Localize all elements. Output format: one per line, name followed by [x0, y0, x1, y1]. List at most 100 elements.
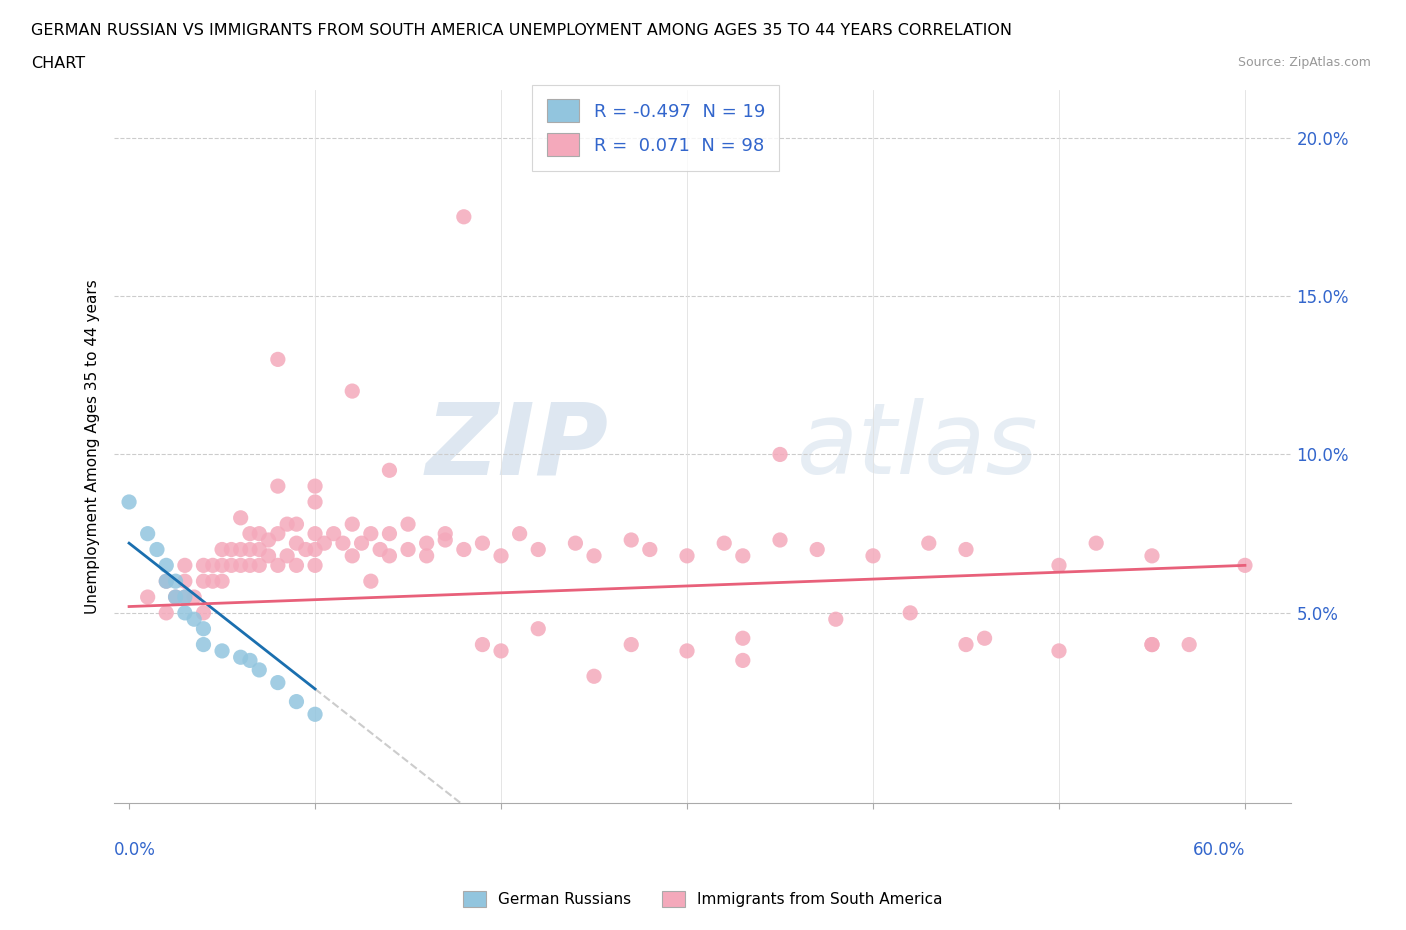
Point	[211, 558, 233, 573]
Point	[731, 549, 754, 564]
Point	[304, 707, 326, 722]
Point	[862, 549, 884, 564]
Point	[731, 653, 754, 668]
Point	[564, 536, 586, 551]
Point	[183, 590, 205, 604]
Point	[415, 549, 437, 564]
Point	[267, 352, 290, 366]
Point	[285, 536, 308, 551]
Point	[201, 558, 224, 573]
Text: ZIP: ZIP	[426, 398, 609, 495]
Point	[304, 558, 326, 573]
Point	[247, 662, 270, 677]
Point	[247, 558, 270, 573]
Point	[527, 621, 550, 636]
Point	[434, 533, 457, 548]
Point	[155, 605, 177, 620]
Point	[285, 558, 308, 573]
Point	[211, 644, 233, 658]
Point	[824, 612, 846, 627]
Point	[396, 542, 419, 557]
Point	[229, 558, 252, 573]
Point	[453, 542, 475, 557]
Point	[1085, 536, 1108, 551]
Point	[342, 549, 364, 564]
Point	[713, 536, 735, 551]
Point	[304, 542, 326, 557]
Point	[221, 558, 243, 573]
Point	[342, 517, 364, 532]
Point	[955, 637, 977, 652]
Point	[332, 536, 354, 551]
Point	[471, 536, 494, 551]
Point	[350, 536, 373, 551]
Point	[247, 542, 270, 557]
Point	[322, 526, 344, 541]
Point	[509, 526, 531, 541]
Text: 60.0%: 60.0%	[1192, 841, 1244, 859]
Point	[378, 526, 401, 541]
Point	[173, 590, 195, 604]
Point	[769, 447, 792, 462]
Point	[136, 526, 159, 541]
Point	[582, 549, 605, 564]
Point	[368, 542, 391, 557]
Point	[638, 542, 661, 557]
Point	[453, 209, 475, 224]
Point	[201, 574, 224, 589]
Point	[267, 675, 290, 690]
Point	[898, 605, 921, 620]
Point	[211, 574, 233, 589]
Point	[239, 653, 262, 668]
Text: 0.0%: 0.0%	[114, 841, 156, 859]
Point	[582, 669, 605, 684]
Point	[173, 590, 195, 604]
Text: atlas: atlas	[797, 398, 1039, 495]
Point	[294, 542, 316, 557]
Legend: R = -0.497  N = 19, R =  0.071  N = 98: R = -0.497 N = 19, R = 0.071 N = 98	[531, 85, 779, 171]
Point	[239, 558, 262, 573]
Point	[471, 637, 494, 652]
Point	[415, 536, 437, 551]
Point	[165, 590, 187, 604]
Y-axis label: Unemployment Among Ages 35 to 44 years: Unemployment Among Ages 35 to 44 years	[86, 279, 100, 614]
Point	[304, 479, 326, 494]
Point	[193, 558, 215, 573]
Point	[342, 384, 364, 399]
Point	[229, 511, 252, 525]
Point	[360, 526, 382, 541]
Point	[489, 549, 512, 564]
Text: GERMAN RUSSIAN VS IMMIGRANTS FROM SOUTH AMERICA UNEMPLOYMENT AMONG AGES 35 TO 44: GERMAN RUSSIAN VS IMMIGRANTS FROM SOUTH …	[31, 23, 1012, 38]
Point	[527, 542, 550, 557]
Point	[183, 612, 205, 627]
Point	[239, 542, 262, 557]
Point	[257, 549, 280, 564]
Point	[229, 542, 252, 557]
Point	[806, 542, 828, 557]
Point	[155, 574, 177, 589]
Point	[285, 694, 308, 709]
Point	[257, 533, 280, 548]
Point	[378, 463, 401, 478]
Point	[221, 542, 243, 557]
Point	[267, 479, 290, 494]
Point	[1178, 637, 1201, 652]
Point	[285, 517, 308, 532]
Text: CHART: CHART	[31, 56, 84, 71]
Point	[239, 526, 262, 541]
Point	[918, 536, 941, 551]
Point	[1047, 644, 1070, 658]
Point	[155, 558, 177, 573]
Point	[304, 526, 326, 541]
Point	[173, 605, 195, 620]
Point	[276, 517, 298, 532]
Legend: German Russians, Immigrants from South America: German Russians, Immigrants from South A…	[457, 884, 949, 913]
Point	[378, 549, 401, 564]
Point	[193, 621, 215, 636]
Point	[314, 536, 336, 551]
Point	[173, 574, 195, 589]
Point	[165, 574, 187, 589]
Point	[620, 637, 643, 652]
Point	[276, 549, 298, 564]
Point	[396, 517, 419, 532]
